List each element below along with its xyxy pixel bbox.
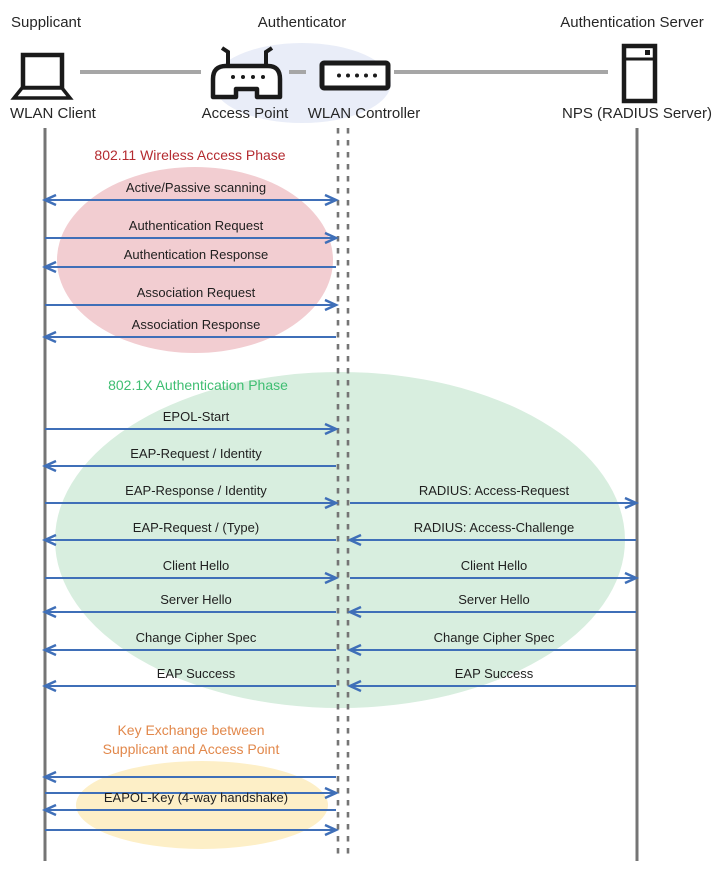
message-arrow xyxy=(41,330,336,344)
message-label: EAP Success xyxy=(156,666,236,681)
message-label: Change Cipher Spec xyxy=(433,630,555,645)
message-arrow xyxy=(45,231,340,245)
message-arrow xyxy=(346,679,636,693)
wlan-controller-leds xyxy=(337,73,377,78)
message-arrow xyxy=(45,496,340,510)
device-label-wlan-client: WLAN Client xyxy=(10,105,96,122)
message-arrow xyxy=(346,643,636,657)
message-label: EAP-Request / (Type) xyxy=(132,520,260,535)
message-arrow xyxy=(41,260,336,274)
message-arrow xyxy=(41,605,336,619)
message-label: Change Cipher Spec xyxy=(135,630,257,645)
access-point-leds xyxy=(231,75,265,79)
message-arrow xyxy=(346,605,636,619)
authenticator-lifeline xyxy=(336,128,350,856)
laptop-icon xyxy=(10,52,74,100)
role-label-supplicant: Supplicant xyxy=(11,14,82,31)
message-arrow xyxy=(350,571,640,585)
device-label-access-point: Access Point xyxy=(201,105,289,122)
message-label: RADIUS: Access-Challenge xyxy=(413,520,575,535)
message-arrow xyxy=(45,786,340,800)
message-label: EAP Success xyxy=(454,666,534,681)
access-point-icon xyxy=(210,46,283,100)
message-label: Authentication Response xyxy=(123,247,269,262)
message-label: Association Response xyxy=(131,317,261,332)
phase3-title: Key Exchange between Supplicant and Acce… xyxy=(102,722,280,757)
message-label: EAP-Response / Identity xyxy=(125,483,267,498)
message-label: EAP-Request / Identity xyxy=(130,446,262,461)
message-arrow xyxy=(41,770,336,784)
message-label: Authentication Request xyxy=(128,218,264,233)
message-label: Server Hello xyxy=(160,592,232,607)
message-arrow xyxy=(45,571,340,585)
phase2-title: 802.1X Authentication Phase xyxy=(108,377,288,393)
message-arrow xyxy=(346,533,636,547)
message-arrow xyxy=(350,496,640,510)
message-label: Server Hello xyxy=(458,592,530,607)
message-arrow xyxy=(41,679,336,693)
message-arrow xyxy=(41,533,336,547)
device-label-nps: NPS (RADIUS Server) xyxy=(561,105,713,122)
wlan-controller-icon xyxy=(319,60,391,91)
message-arrow xyxy=(41,803,336,817)
message-arrow xyxy=(41,193,340,207)
message-arrow xyxy=(41,643,336,657)
message-label: Client Hello xyxy=(460,558,528,573)
device-label-wlan-controller: WLAN Controller xyxy=(307,105,421,122)
message-label: EAPOL-Key (4-way handshake) xyxy=(103,790,289,805)
phase3-ellipse xyxy=(76,761,328,849)
server-icon xyxy=(621,43,658,104)
message-arrow xyxy=(45,298,340,312)
message-label: Association Request xyxy=(136,285,256,300)
message-label: Active/Passive scanning xyxy=(125,180,267,195)
message-arrow xyxy=(45,823,340,837)
message-arrow xyxy=(45,422,340,436)
role-label-authentication-server: Authentication Server xyxy=(560,14,704,31)
message-label: Client Hello xyxy=(162,558,230,573)
message-label: EPOL-Start xyxy=(162,409,230,424)
message-arrow xyxy=(41,459,336,473)
role-label-authenticator: Authenticator xyxy=(257,14,347,31)
message-label: RADIUS: Access-Request xyxy=(418,483,570,498)
phase1-ellipse xyxy=(57,167,333,353)
phase2-ellipse xyxy=(55,372,625,708)
phase1-title: 802.11 Wireless Access Phase xyxy=(94,147,286,163)
